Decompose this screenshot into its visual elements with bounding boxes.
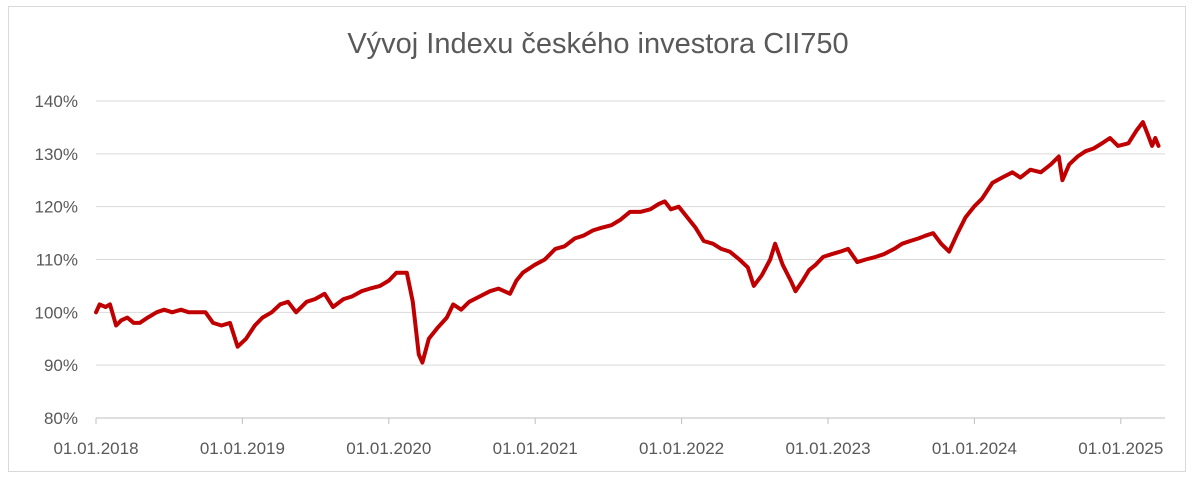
x-tick-label: 01.01.2024: [932, 439, 1017, 458]
gridlines: [96, 100, 1165, 419]
y-tick-label: 80%: [44, 409, 78, 428]
y-tick-label: 110%: [36, 251, 78, 270]
x-tick-label: 01.01.2023: [785, 439, 870, 458]
y-tick-label: 100%: [35, 303, 78, 322]
y-tick-label: 90%: [44, 356, 78, 375]
x-tick-label: 01.01.2019: [200, 439, 285, 458]
x-tick-label: 01.01.2022: [639, 439, 724, 458]
y-tick-label: 120%: [35, 198, 78, 217]
x-tick-label: 01.01.2021: [493, 439, 578, 458]
series-group: [94, 120, 1161, 365]
x-tick-label: 01.01.2020: [346, 439, 431, 458]
chart-title: Vývoj Indexu českého investora CII750: [347, 28, 849, 60]
x-tick-label: 01.01.2018: [53, 439, 138, 458]
chart-frame: [8, 6, 1186, 472]
y-tick-label: 130%: [35, 145, 78, 164]
x-axis-labels: 01.01.2018 01.01.2019 01.01.2020 01.01.2021…: [53, 418, 1163, 458]
y-axis-labels: 80% 90% 100% 110% 120% 130% 140%: [35, 92, 78, 428]
y-tick-label: 140%: [35, 92, 78, 111]
x-tick-label: 01.01.2025: [1078, 439, 1163, 458]
series-line: [94, 120, 1161, 365]
